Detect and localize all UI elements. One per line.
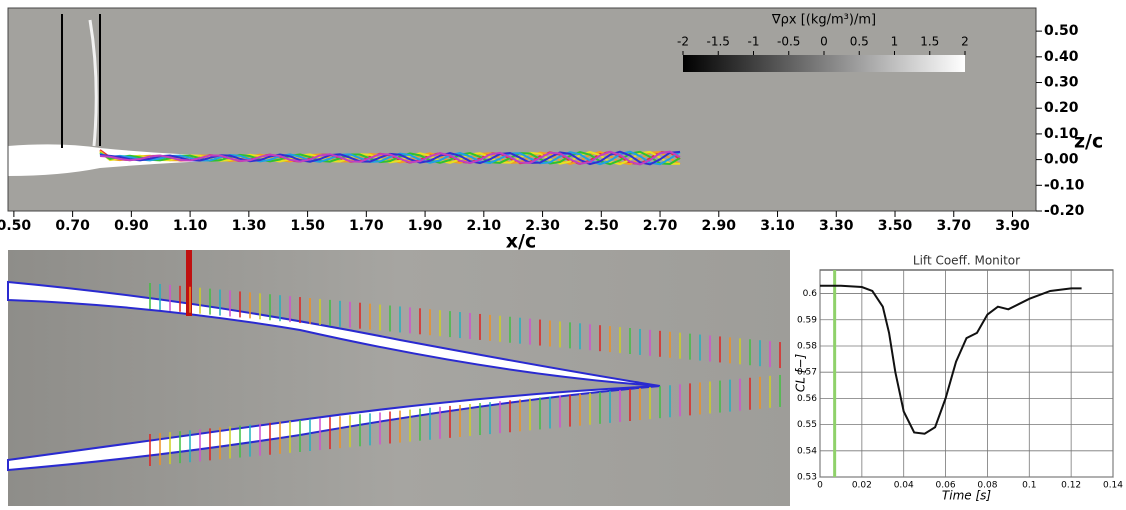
colorbar-tick-label: -1 bbox=[748, 35, 760, 49]
x-tick-label: 3.70 bbox=[936, 218, 971, 234]
y-axis-label: CL [−] bbox=[794, 354, 808, 393]
x-tick-label: 0 bbox=[817, 481, 823, 491]
y-tick-label: 0.56 bbox=[797, 394, 817, 404]
monitor-panel bbox=[795, 250, 1120, 506]
y-tick-label: -0.10 bbox=[1044, 177, 1085, 193]
colorbar-tick-label: 1.5 bbox=[920, 35, 939, 49]
x-tick-label: 1.10 bbox=[173, 218, 208, 234]
probe-line bbox=[186, 250, 192, 316]
wake-streak bbox=[99, 150, 681, 166]
x-tick-label: 0.08 bbox=[977, 481, 997, 491]
field-background bbox=[8, 250, 790, 506]
vectors bbox=[149, 283, 781, 466]
colorbar-title: ∇ρx [(kg/m³)/m] bbox=[771, 13, 876, 28]
colorbar-tick-label: -2 bbox=[677, 35, 689, 49]
shock-wave bbox=[88, 19, 98, 147]
x-tick-label: 0.06 bbox=[936, 481, 956, 491]
y-tick-label: 0.54 bbox=[797, 446, 817, 456]
y-axis-label: z/c bbox=[1074, 131, 1103, 153]
line bbox=[820, 284, 1082, 435]
x-tick-label: 3.10 bbox=[760, 218, 795, 234]
colorbar-tick-label: -1.5 bbox=[707, 35, 730, 49]
y-tick-label: 0.20 bbox=[1044, 100, 1079, 116]
y-tick-label: 0.55 bbox=[797, 420, 817, 430]
x-tick-label: 0.70 bbox=[55, 218, 90, 234]
wake-streak bbox=[99, 150, 681, 166]
x-tick-label: 0.50 bbox=[0, 218, 31, 234]
y-tick-label: 0.40 bbox=[1044, 49, 1079, 65]
colorbar-tick-label: 2 bbox=[961, 35, 969, 49]
wake-streak bbox=[99, 150, 681, 166]
x-tick-label: 0.04 bbox=[894, 481, 914, 491]
colorbar-tick-label: 0.5 bbox=[850, 35, 869, 49]
plot-frame bbox=[7, 7, 1037, 212]
x-tick-label: 0.14 bbox=[1103, 481, 1123, 491]
wake bbox=[99, 149, 681, 166]
x-tick-label: 2.50 bbox=[584, 218, 619, 234]
x-tick-label: 0.90 bbox=[114, 218, 149, 234]
colorbar-tick-label: -0.5 bbox=[777, 35, 800, 49]
x-axis-label: Time [s] bbox=[942, 489, 991, 503]
y-tick-label: 0.53 bbox=[797, 473, 817, 483]
x-axis-label: x/c bbox=[506, 231, 536, 253]
y-tick-label: 0.57 bbox=[797, 368, 817, 378]
colorbar-tick-label: 1 bbox=[891, 35, 899, 49]
x-tick-label: 2.10 bbox=[467, 218, 502, 234]
x-tick-label: 2.90 bbox=[702, 218, 737, 234]
x-tick-label: 3.50 bbox=[878, 218, 913, 234]
x-tick-label: 1.30 bbox=[232, 218, 267, 234]
x-tick-label: 1.50 bbox=[290, 218, 325, 234]
y-tick-label: 0.58 bbox=[797, 341, 817, 351]
y-tick-label: -0.20 bbox=[1044, 203, 1085, 219]
y-tick-label: 0.6 bbox=[803, 289, 818, 299]
x-tick-label: 3.90 bbox=[995, 218, 1030, 234]
chart-title: Lift Coeff. Monitor bbox=[913, 254, 1020, 268]
x-tick-label: 2.30 bbox=[525, 218, 560, 234]
x-tick-label: 1.70 bbox=[349, 218, 384, 234]
x-tick-label: 3.30 bbox=[819, 218, 854, 234]
x-tick-label: 1.90 bbox=[408, 218, 443, 234]
x-tick-label: 0.1 bbox=[1022, 481, 1036, 491]
field-background bbox=[8, 8, 1036, 211]
x-tick-label: 2.70 bbox=[643, 218, 678, 234]
y-tick-label: 0.10 bbox=[1044, 126, 1079, 142]
y-tick-label: 0.00 bbox=[1044, 152, 1079, 168]
y-tick-label: 0.50 bbox=[1044, 23, 1079, 39]
y-tick-label: 0.59 bbox=[797, 315, 817, 325]
y-tick-label: 0.30 bbox=[1044, 75, 1079, 91]
x-tick-label: 0.02 bbox=[852, 481, 872, 491]
colorbar-tick-label: 0 bbox=[820, 35, 828, 49]
colorbar bbox=[683, 55, 965, 72]
x-tick-label: 0.12 bbox=[1061, 481, 1081, 491]
